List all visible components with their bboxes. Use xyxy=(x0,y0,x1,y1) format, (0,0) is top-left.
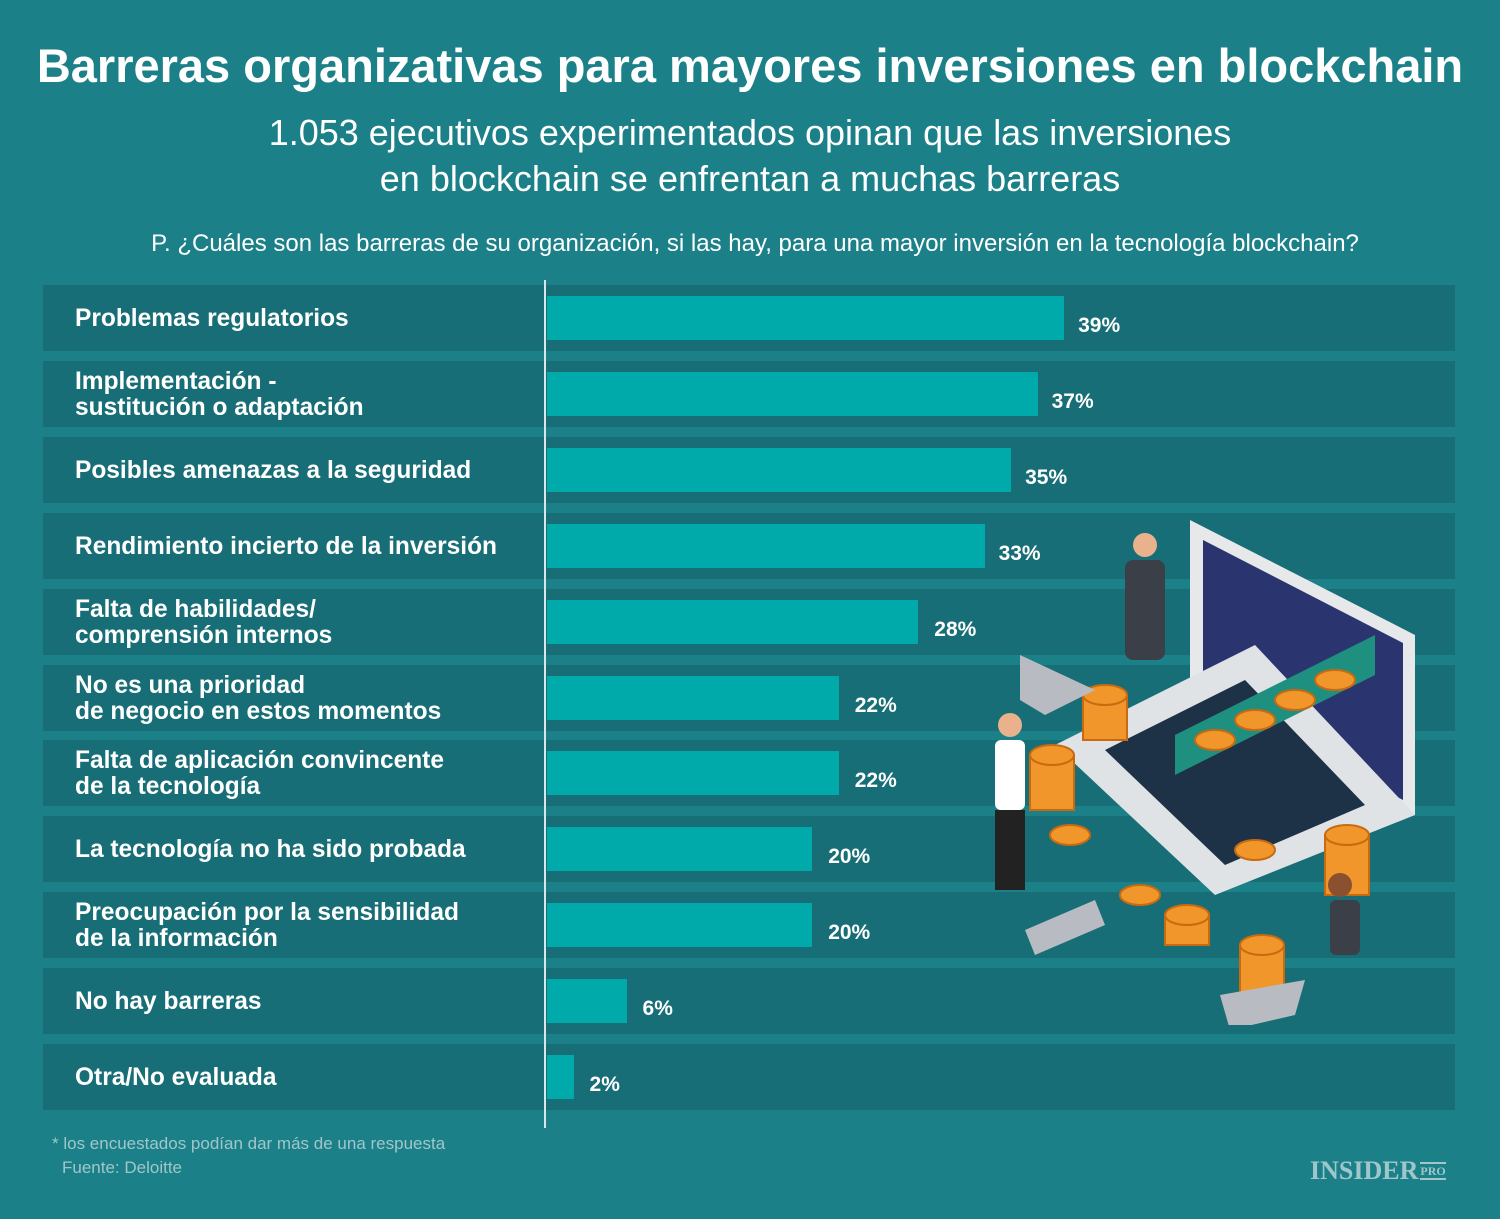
category-label-line: sustitución o adaptación xyxy=(75,393,364,421)
data-label: 6% xyxy=(642,997,673,1020)
category-label: Preocupación por la sensibilidad de la in… xyxy=(75,899,536,951)
category-label-line: No es una prioridad xyxy=(75,671,306,699)
bar xyxy=(547,448,1012,492)
chart-title: Barreras organizativas para mayores inve… xyxy=(36,39,1464,92)
category-label: Implementación - sustitución o adaptación xyxy=(75,368,536,420)
bar xyxy=(547,903,813,947)
axis-line xyxy=(544,280,546,1128)
category-label-line: Implementación - xyxy=(75,367,277,395)
subtitle-line-1: 1.053 ejecutivos experimentados opinan q… xyxy=(268,112,1232,153)
category-label: Otra/No evaluada xyxy=(75,1064,536,1090)
hand-trucks xyxy=(1020,655,1305,1025)
data-label: 35% xyxy=(1025,466,1068,489)
bar xyxy=(547,524,985,568)
data-label: 37% xyxy=(1051,390,1094,413)
category-label-line: Preocupación por la sensibilidad xyxy=(75,898,459,926)
data-label: 22% xyxy=(854,769,897,792)
bar xyxy=(547,372,1038,416)
data-label: 20% xyxy=(828,921,871,944)
people xyxy=(995,533,1360,955)
chart-row xyxy=(43,968,1455,1034)
blockchain-illustration xyxy=(995,520,1415,1025)
data-label: 28% xyxy=(934,618,977,641)
category-label-line: Falta de aplicación convincente xyxy=(75,746,444,774)
data-label: 33% xyxy=(998,542,1041,565)
bar xyxy=(547,296,1065,340)
data-label: 39% xyxy=(1078,314,1121,337)
category-label-line: La tecnología no ha sido probada xyxy=(75,835,466,863)
subtitle-line-2: en blockchain se enfrentan a muchas barr… xyxy=(379,158,1121,199)
category-label: Falta de habilidades/comprensión interno… xyxy=(75,596,536,648)
data-label: 20% xyxy=(828,845,871,868)
category-label-line: Problemas regulatorios xyxy=(75,304,349,332)
survey-question: P. ¿Cuáles son las barreras de su organi… xyxy=(151,230,1359,257)
bar xyxy=(547,751,839,795)
category-label: No hay barreras xyxy=(75,988,536,1014)
bar xyxy=(547,676,839,720)
data-label: 22% xyxy=(854,694,897,717)
data-label: 2% xyxy=(589,1073,620,1096)
laptop-keyboard xyxy=(1105,680,1365,865)
category-label-line: No hay barreras xyxy=(75,987,262,1015)
footnote: * los encuestados podían dar más de una … xyxy=(52,1134,446,1153)
bar xyxy=(547,827,813,871)
category-label-line: de la tecnología xyxy=(75,772,261,800)
chart-row xyxy=(43,1044,1455,1110)
category-label-line: Rendimiento incierto de la inversión xyxy=(75,532,498,560)
category-label-line: comprensión internos xyxy=(75,621,333,649)
category-label: Problemas regulatorios xyxy=(75,305,536,331)
chart-subtitle: 1.053 ejecutivos experimentados opinan q… xyxy=(0,110,1500,202)
category-label-line: Falta de habilidades/ xyxy=(75,595,316,623)
bar xyxy=(547,1055,574,1099)
category-label-line: de la información xyxy=(75,924,278,952)
category-label-line: Otra/No evaluada xyxy=(75,1063,277,1091)
category-label: Rendimiento incierto de la inversión xyxy=(75,533,536,559)
source-note: Fuente: Deloitte xyxy=(62,1158,183,1177)
category-label: Posibles amenazas a la seguridad xyxy=(75,457,536,483)
bar xyxy=(547,600,919,644)
category-label: Falta de aplicación convincente de la tec… xyxy=(75,747,536,799)
category-label-line: de negocio en estos momentos xyxy=(75,697,442,725)
laptop-screen xyxy=(1203,540,1403,800)
category-label: No es una prioridad de negocio en estos m… xyxy=(75,672,536,724)
category-label-line: Posibles amenazas a la seguridad xyxy=(75,456,472,484)
insider-pro-logo: INSIDER PRO xyxy=(1310,1156,1446,1185)
bar xyxy=(547,979,627,1023)
category-label: La tecnología no ha sido probada xyxy=(75,836,536,862)
